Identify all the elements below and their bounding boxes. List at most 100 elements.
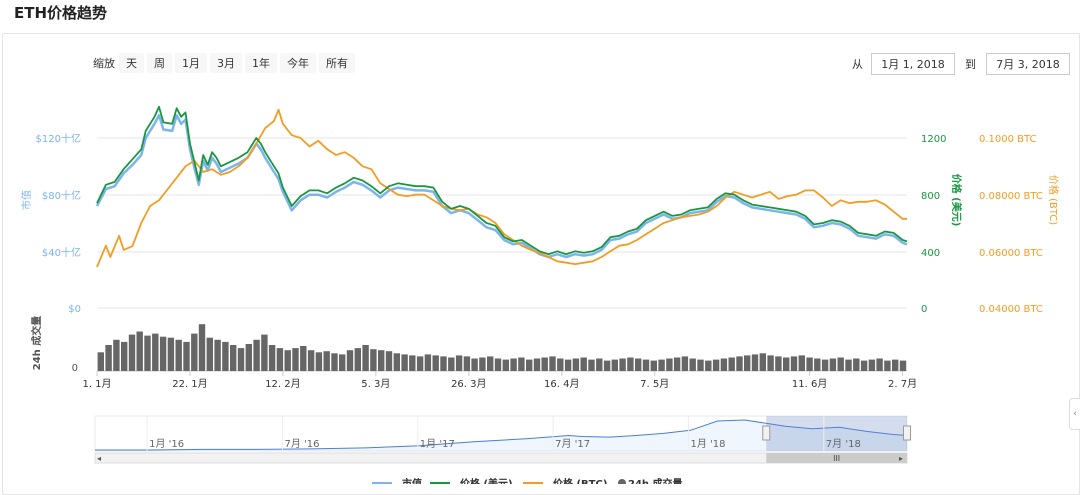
price-btc-tick: 0.08000 BTC (979, 191, 1043, 202)
price-btc-tick: 0.04000 BTC (979, 304, 1043, 315)
market-cap-tick: $0 (68, 304, 81, 315)
volume-bar (689, 358, 696, 371)
side-expand-button[interactable]: ‹ (1069, 398, 1080, 430)
market-cap-tick: $80十亿 (42, 189, 81, 202)
volume-bar (331, 353, 338, 371)
price-btc-tick: 0.06000 BTC (979, 248, 1043, 259)
volume-bar (860, 360, 868, 371)
volume-bar (346, 350, 354, 371)
volume-bar (284, 350, 291, 371)
volume-bar (409, 355, 416, 371)
volume-bar (136, 331, 143, 371)
zoom-button-week[interactable]: 周 (147, 53, 172, 73)
zoom-button-all[interactable]: 所有 (319, 53, 355, 73)
volume-bar (276, 348, 284, 371)
range-from-label: 从 (852, 58, 863, 71)
volume-bar (339, 354, 346, 371)
volume-bar (261, 334, 268, 371)
volume-bar (603, 360, 611, 371)
navigator: 1月 '16 7月 '16 1月 '17 7月 '17 1月 '18 7月 '18 III ◂… (94, 415, 911, 464)
price-usd-tick: 0 (921, 304, 927, 315)
x-tick-label: 7. 5月 (640, 378, 669, 390)
navigator-handle-left[interactable] (762, 425, 771, 441)
price-btc-axis-label: 价格 (BTC) (1047, 175, 1060, 225)
volume-bar (899, 360, 907, 371)
zoom-button-1y[interactable]: 1年 (245, 53, 277, 73)
volume-bar (105, 345, 112, 371)
volume-bar (315, 352, 323, 371)
volume-bar (237, 348, 245, 371)
navigator-frame (94, 415, 908, 452)
volume-bar (876, 358, 883, 371)
volume-bar (572, 358, 580, 371)
volume-bar (245, 344, 252, 371)
navigator-label: 1月 '18 (690, 438, 725, 450)
series-line-price-usd (96, 105, 908, 256)
volume-bar (268, 345, 276, 371)
series-line-price-btc (96, 108, 907, 268)
volume-bar (354, 348, 361, 371)
legend-item[interactable]: 24h 成交量 (628, 477, 683, 484)
volume-bar (712, 359, 720, 371)
range-to-input[interactable]: 7月 3, 2018 (986, 53, 1070, 75)
x-tick-label: 26. 3月 (451, 378, 486, 390)
volume-bar (300, 346, 307, 371)
volume-layer (97, 324, 907, 371)
volume-bar (128, 334, 136, 371)
volume-bar (393, 353, 400, 371)
zoom-button-ytd[interactable]: 今年 (280, 53, 316, 73)
volume-bar (892, 359, 899, 371)
x-tick-label: 16. 4月 (544, 378, 579, 390)
zoom-button-1m[interactable]: 1月 (175, 53, 207, 73)
navigator-label: 7月 '18 (826, 438, 861, 450)
volume-bar (744, 355, 751, 371)
volume-bar (144, 335, 151, 371)
series-layer (95, 105, 908, 268)
page-title: ETH价格趋势 (14, 4, 108, 22)
scroll-left-arrow[interactable]: ◂ (97, 454, 101, 463)
navigator-handle-right[interactable] (903, 425, 911, 441)
navigator-selection (766, 416, 907, 451)
volume-bar (619, 358, 626, 371)
navigator-label: 1月 '17 (420, 438, 455, 450)
x-tick-label: 22. 1月 (172, 378, 207, 390)
volume-bar (152, 333, 159, 371)
volume-bar (362, 345, 369, 371)
zoom-button-day[interactable]: 天 (119, 53, 144, 73)
legend-item[interactable]: 市值 (402, 477, 422, 484)
volume-bar (845, 359, 852, 371)
volume-bar (378, 350, 385, 371)
volume-bar (230, 345, 237, 371)
volume-bar (113, 339, 120, 371)
legend-symbol (618, 479, 626, 484)
volume-bar (588, 359, 595, 371)
market-cap-tick: $120十亿 (36, 132, 81, 145)
volume-bar (448, 357, 455, 371)
legend-item[interactable]: 价格 (美元) (460, 477, 513, 484)
range-from-input[interactable]: 1月 1, 2018 (871, 53, 955, 75)
volume-bar (385, 351, 393, 371)
volume-bar (829, 358, 837, 371)
volume-bar (759, 353, 766, 371)
volume-bar (323, 351, 330, 371)
navigator-label: 7月 '16 (284, 438, 319, 450)
volume-bar (502, 359, 509, 371)
zoom-button-3m[interactable]: 3月 (210, 53, 242, 73)
navigator-label: 1月 '16 (149, 438, 184, 450)
scroll-right-arrow[interactable]: ▸ (899, 454, 903, 463)
scrollbar-thumb[interactable] (766, 453, 907, 463)
volume-bar (518, 357, 525, 371)
volume-bar (821, 359, 829, 371)
volume-bar (471, 358, 478, 371)
volume-bar (658, 359, 665, 371)
volume-bar (775, 356, 782, 371)
series-line-market-cap (95, 114, 908, 259)
volume-axis-label: 24h 成交量 (30, 316, 43, 371)
volume-bar (814, 358, 821, 371)
legend-item[interactable]: 价格 (BTC) (553, 477, 607, 484)
x-tick-label: 11. 6月 (792, 378, 827, 390)
volume-bar (206, 337, 213, 371)
volume-bar (564, 359, 572, 371)
